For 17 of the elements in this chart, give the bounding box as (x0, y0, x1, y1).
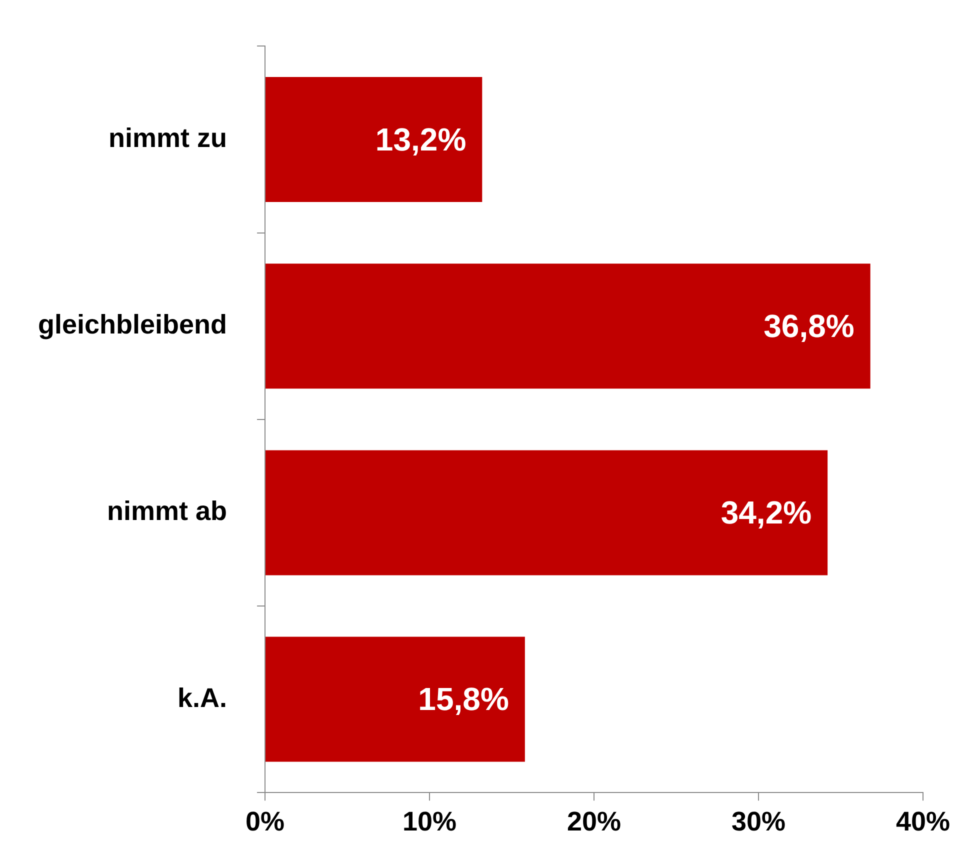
data-label: 34,2% (720, 494, 812, 531)
data-label: 15,8% (418, 681, 509, 718)
bar (266, 76, 482, 202)
bar (266, 636, 525, 762)
x-tick-label: 40% (896, 806, 950, 836)
x-tick-label: 0% (246, 806, 285, 836)
bar (266, 264, 870, 389)
x-tick-label: 30% (731, 806, 786, 836)
bar (266, 450, 828, 576)
data-label: 13,2% (375, 121, 466, 158)
y-tick-label: gleichbleibend (38, 310, 228, 340)
y-tick-label: k.A. (177, 682, 228, 713)
y-tick-label: nimmt zu (108, 122, 228, 153)
data-label: 36,8% (764, 308, 854, 344)
x-tick-label: 10% (402, 806, 457, 836)
y-tick-label: nimmt ab (107, 496, 228, 526)
x-tick-label: 20% (566, 806, 622, 836)
